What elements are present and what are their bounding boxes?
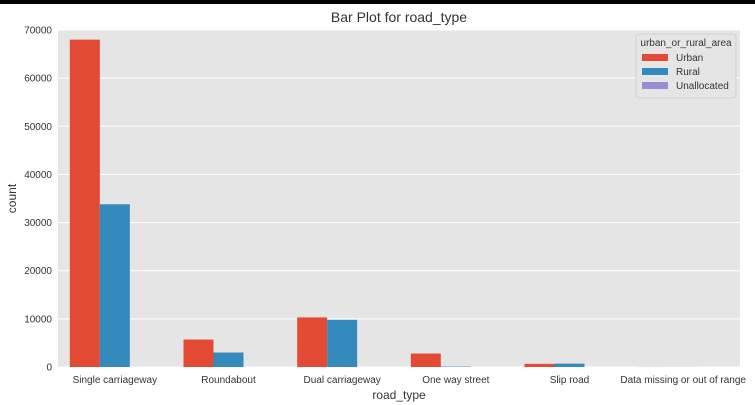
x-tick-label: Slip road — [550, 375, 589, 386]
x-tick-label: Roundabout — [201, 375, 256, 386]
y-tick-label: 0 — [46, 363, 52, 374]
legend-label-unallocated: Unallocated — [676, 81, 729, 92]
y-tick-label: 50000 — [24, 122, 52, 133]
y-tick-label: 30000 — [24, 218, 52, 229]
x-axis-label: road_type — [372, 388, 426, 402]
top-border-strip — [0, 0, 755, 4]
bar-rural-2 — [327, 319, 358, 367]
bar-urban-1 — [183, 339, 214, 367]
bar-urban-3 — [410, 353, 441, 367]
bar-rural-0 — [99, 204, 130, 367]
y-tick-label: 40000 — [24, 170, 52, 181]
y-tick-label: 10000 — [24, 314, 52, 325]
y-tick-labels: 0 10000 20000 30000 40000 50000 60000 70000 — [24, 26, 52, 374]
gridlines — [58, 29, 740, 368]
y-tick-label: 60000 — [24, 74, 52, 85]
legend: urban_or_rural_area Urban Rural Unallocate… — [635, 33, 737, 99]
legend-swatch-urban — [642, 54, 668, 61]
x-tick-label: One way street — [422, 375, 489, 386]
plot-area — [58, 30, 740, 367]
legend-title: urban_or_rural_area — [640, 38, 732, 49]
x-tick-label: Dual carriageway — [304, 375, 381, 386]
legend-label-rural: Rural — [676, 67, 700, 78]
bars — [69, 39, 699, 367]
x-tick-label: Single carriageway — [73, 375, 158, 386]
legend-swatch-unallocated — [642, 82, 668, 89]
y-axis-label: count — [5, 183, 19, 213]
y-tick-label: 70000 — [24, 26, 52, 37]
bar-rural-4 — [554, 363, 585, 367]
chart-title: Bar Plot for road_type — [331, 9, 467, 25]
y-tick-label: 20000 — [24, 266, 52, 277]
bar-urban-4 — [524, 363, 555, 367]
legend-label-urban: Urban — [676, 53, 703, 64]
legend-swatch-rural — [642, 68, 668, 75]
bar-urban-2 — [297, 317, 328, 367]
bar-rural-1 — [213, 352, 244, 367]
x-tick-label: Data missing or out of range — [620, 375, 746, 386]
x-tick-labels: Single carriageway Roundabout Dual carriag… — [73, 375, 747, 386]
bar-urban-0 — [69, 39, 100, 367]
